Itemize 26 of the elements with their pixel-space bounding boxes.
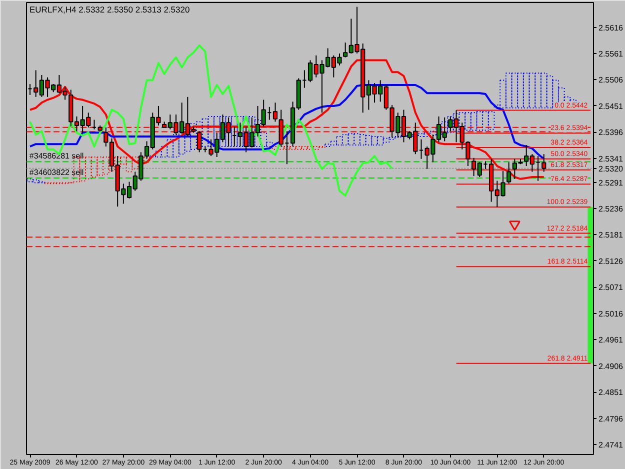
y-tick-label: 2.5236	[598, 204, 624, 214]
y-tick-label: 2.5616	[598, 23, 624, 32]
ref-line-label: #34586281 sell	[29, 152, 84, 161]
y-tick-label: 2.5016	[598, 309, 624, 318]
y-tick-label: 2.5396	[598, 128, 624, 138]
line-series	[29, 84, 545, 160]
y-tick-label: 2.4961	[598, 336, 624, 345]
y-tick-label: 2.4741	[598, 440, 624, 450]
y-tick-label: 2.4796	[598, 414, 624, 424]
y-tick-label: 2.5561	[598, 50, 624, 59]
y-tick-label: 2.5126	[598, 256, 624, 266]
line-series	[29, 44, 394, 197]
y-tick-label: 2.5181	[598, 230, 624, 240]
y-tick-label: 2.4851	[598, 388, 624, 398]
chart-title: EURLFX,H4 2.5332 2.5350 2.5313 2.5320	[30, 4, 190, 14]
y-tick-label: 2.5071	[598, 283, 624, 292]
y-tick-label: 2.4906	[598, 362, 624, 371]
y-tick-label: 2.5320	[598, 164, 624, 174]
candlestick	[506, 162, 512, 184]
y-tick-label: 2.5506	[598, 76, 624, 85]
y-tick-label: 2.5341	[598, 154, 624, 164]
ref-line-label: #34603822 sell	[29, 168, 84, 177]
candlestick	[272, 102, 278, 122]
y-tick-label: 2.5291	[598, 178, 624, 188]
y-tick-label: 2.5451	[598, 102, 624, 111]
bar	[588, 207, 594, 364]
